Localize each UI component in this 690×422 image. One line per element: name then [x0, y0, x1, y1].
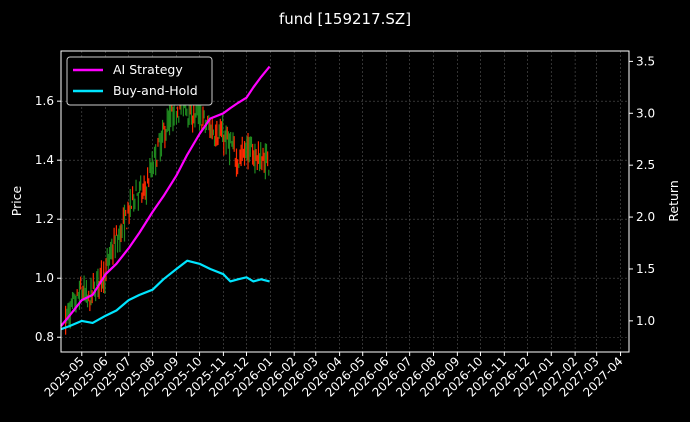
y-left-tick-label: 0.8 — [35, 330, 54, 344]
legend-bh-label: Buy-and-Hold — [113, 83, 198, 98]
y-axis-left: 0.8 1.0 1.2 1.4 1.6 — [35, 94, 61, 344]
y-axis-right-label: Return — [666, 180, 681, 221]
legend-ai-label: AI Strategy — [113, 62, 183, 77]
series-line-buy-and-hold — [60, 259, 270, 331]
y-left-tick-label: 1.4 — [35, 153, 54, 167]
y-left-tick-label: 1.6 — [35, 94, 54, 108]
y-left-tick-label: 1.2 — [35, 212, 54, 226]
y-left-tick-label: 1.0 — [35, 271, 54, 285]
y-right-tick-label: 3.5 — [636, 54, 655, 68]
y-right-tick-label: 1.0 — [636, 314, 655, 328]
legend: AI Strategy Buy-and-Hold — [66, 56, 213, 106]
y-axis-left-label: Price — [9, 185, 24, 216]
grid — [61, 51, 629, 352]
chart-title: fund [159217.SZ] — [279, 10, 411, 28]
series-line-ai-strategy — [60, 65, 271, 327]
y-right-tick-label: 2.5 — [636, 158, 655, 172]
plot-frame — [60, 50, 630, 353]
series-lines — [60, 65, 271, 331]
y-right-tick-label: 1.5 — [636, 262, 655, 276]
legend-box — [66, 56, 213, 106]
y-axis-right: 1.0 1.5 2.0 2.5 3.0 3.5 — [629, 54, 655, 328]
y-right-tick-label: 2.0 — [636, 210, 655, 224]
y-right-tick-label: 3.0 — [636, 106, 655, 120]
